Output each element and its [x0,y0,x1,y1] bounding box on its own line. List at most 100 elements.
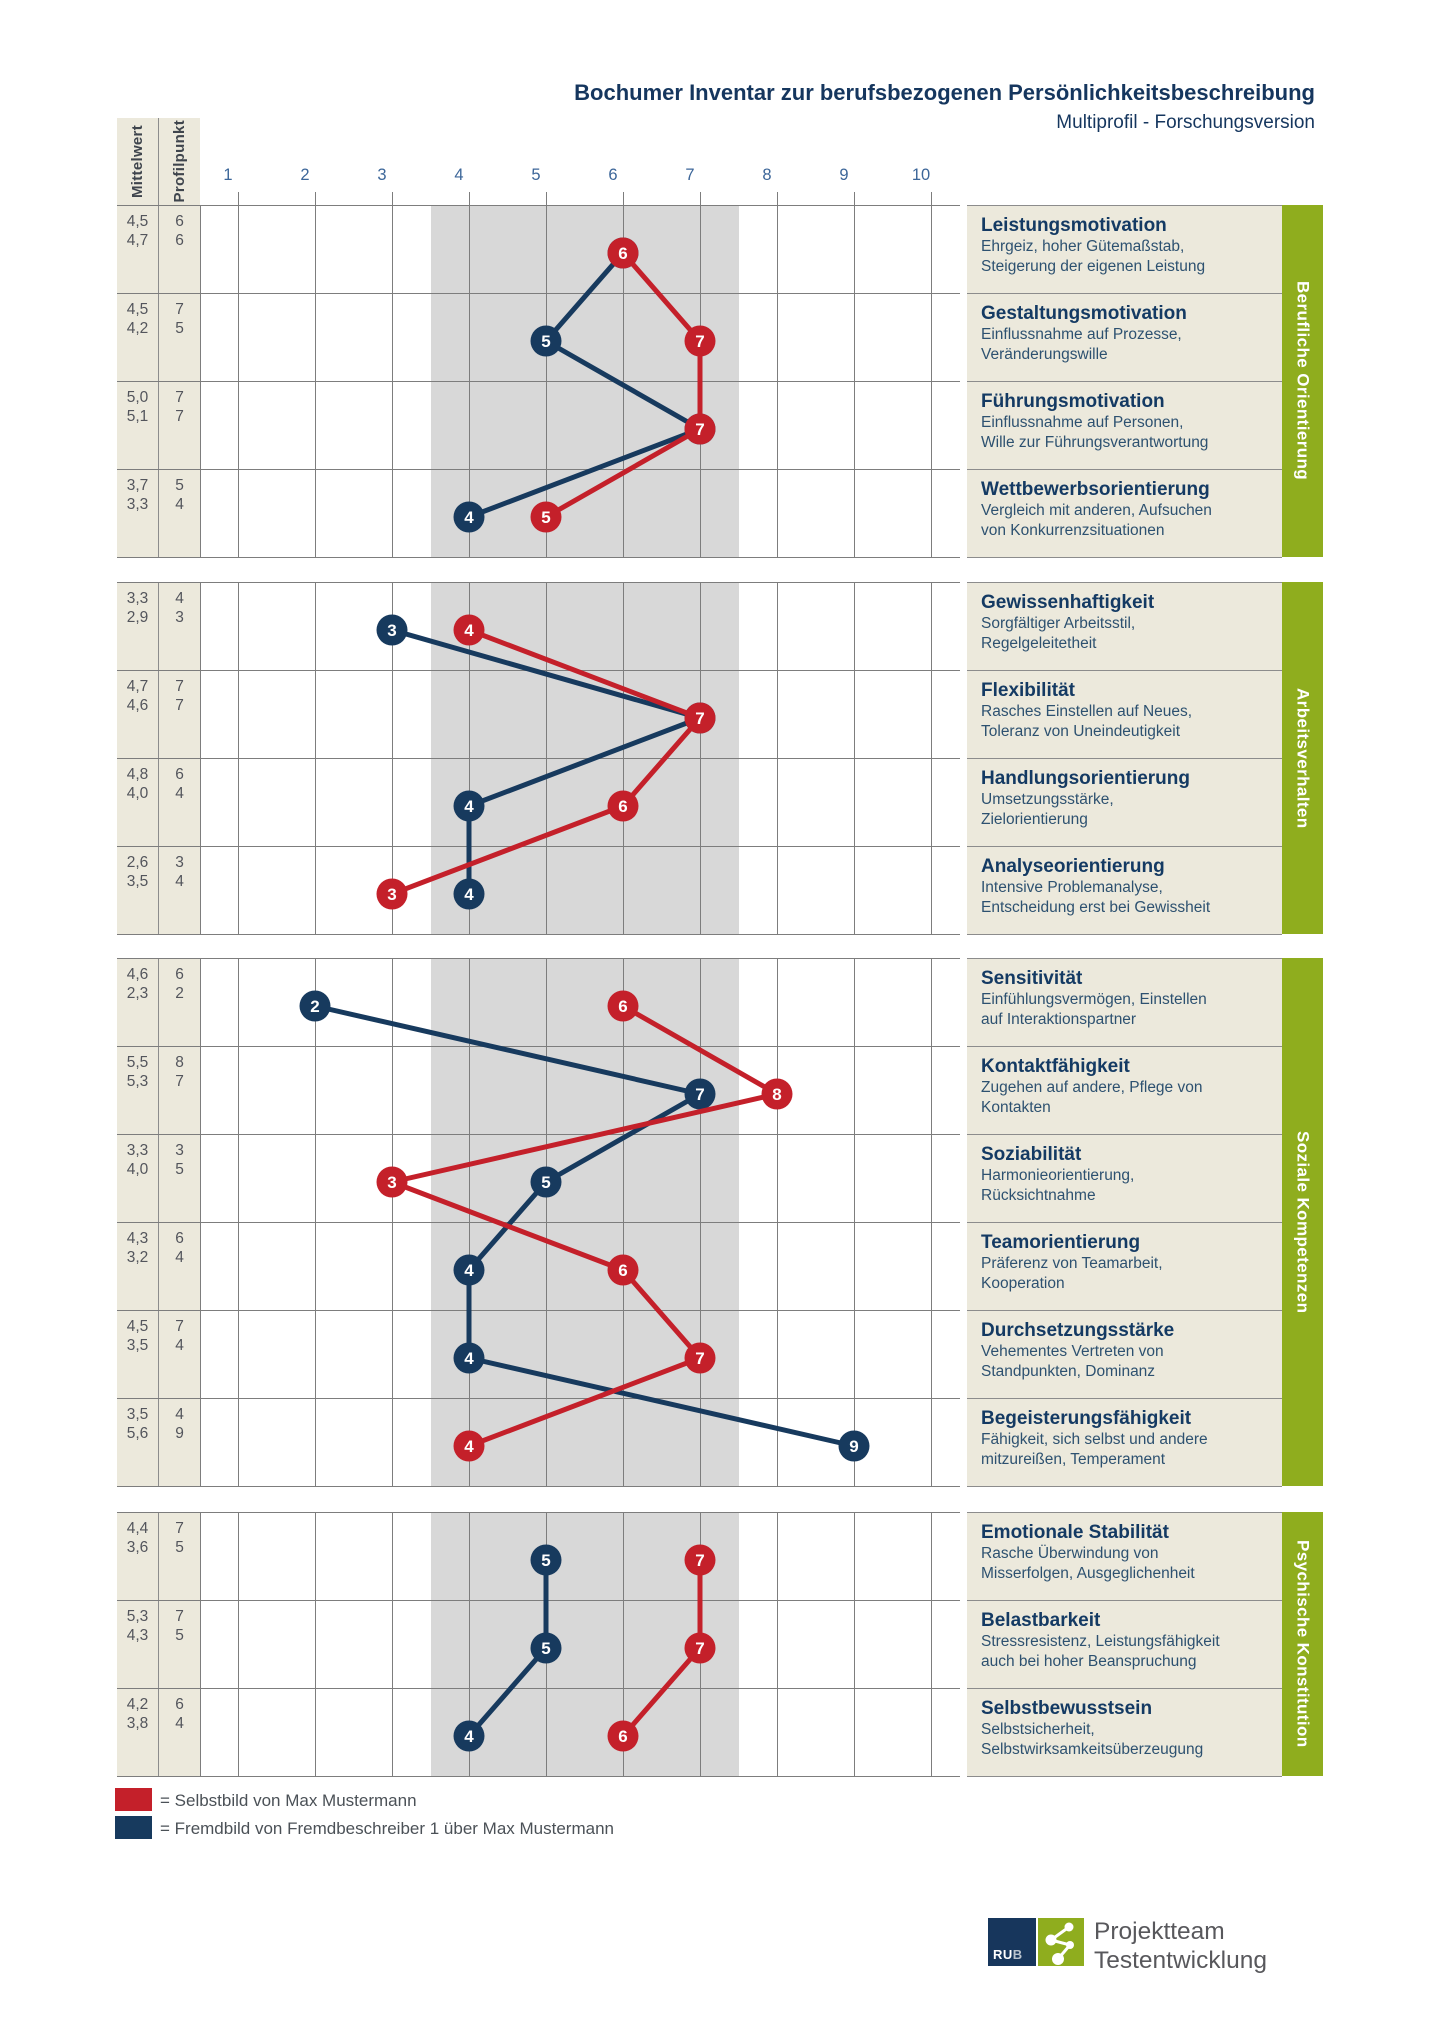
grid-line-vertical [469,1512,470,1776]
profile-group: Berufliche Orientierung 4,5 4,7 6 6 Leistungs… [0,205,1440,558]
scale-row-title: Selbstbewusstsein [981,1698,1153,1719]
label-panel-line [967,1398,1282,1399]
mittelwert-selbstbild: 5,0 [126,389,149,406]
profilpunkt-selbstbild: 7 [175,1608,184,1625]
label-panel-line [967,1776,1282,1777]
mittelwert-values: 3,3 2,9 [117,589,158,627]
group-band: Psychische Konstitution [1282,1512,1323,1776]
profilpunkt-fremdbild: 5 [175,1539,184,1556]
mittelwert-fremdbild: 3,5 [126,1337,149,1354]
mittelwert-values: 4,3 3,2 [117,1229,158,1267]
column-header-divider [158,118,159,205]
profilpunkt-selbstbild: 4 [175,590,184,607]
scale-row-description: Ehrgeiz, hoher Gütemaßstab, [981,238,1185,255]
profile-dot-selbst [761,1078,793,1110]
profile-dot-value: 5 [541,1551,550,1570]
profile-dot-selbst [684,413,716,445]
profile-dot-value: 5 [541,1173,550,1192]
value-columns-divider [158,1512,159,1776]
mittelwert-selbstbild: 4,5 [126,301,149,318]
mittelwert-selbstbild: 5,5 [126,1054,149,1071]
profile-dot-fremd [530,1166,562,1198]
scale-row-description: Umsetzungsstärke, [981,791,1114,808]
profile-dot-value: 2 [310,997,319,1016]
profile-dot-selbst [607,990,639,1022]
mittelwert-selbstbild: 3,3 [126,1142,149,1159]
mittelwert-values: 4,5 3,5 [117,1317,158,1355]
scale-row-label: Leistungsmotivation Ehrgeiz, hoher Gütema… [981,214,1272,277]
profile-dot-fremd [530,1632,562,1664]
grid-line-vertical [392,1512,393,1776]
scale-row-description: Einflussnahme auf Prozesse, [981,326,1182,343]
grid-line-horizontal [117,1486,960,1487]
mittelwert-fremdbild: 4,3 [126,1627,149,1644]
profile-dot-value: 8 [772,1085,781,1104]
profile-dot-value: 6 [618,997,627,1016]
label-panel-line [967,958,1282,959]
group-band-label: Arbeitsverhalten [1293,687,1313,829]
profilpunkt-selbstbild: 6 [175,1696,184,1713]
label-panel-line [967,1310,1282,1311]
axis-number: 5 [531,166,541,184]
scale-row-description: Fähigkeit, sich selbst und andere [981,1431,1208,1448]
scale-row-label: Führungsmotivation Einflussnahme auf Pers… [981,390,1272,453]
scale-row-description: Einflussnahme auf Personen, [981,414,1184,431]
scale-row-description: Wille zur Führungsverantwortung [981,434,1209,451]
scale-row-description: Steigerung der eigenen Leistung [981,258,1206,275]
profile-dot-value: 6 [618,244,627,263]
profile-dot-selbst [684,1342,716,1374]
grid-line-horizontal [117,1134,960,1135]
group-band: Berufliche Orientierung [1282,205,1323,557]
mittelwert-fremdbild: 5,3 [126,1073,149,1090]
mittelwert-selbstbild: 4,4 [126,1520,149,1537]
profile-dot-value: 4 [464,885,474,904]
grid-line-horizontal [117,582,960,583]
mittelwert-values: 2,6 3,5 [117,853,158,891]
grid-line-horizontal [117,381,960,382]
group-band: Soziale Kompetenzen [1282,958,1323,1486]
column-header-mittelwert: Mittelwert [117,118,158,205]
profilpunkt-fremdbild: 4 [175,1337,184,1354]
scale-row-label: Kontaktfähigkeit Zugehen auf andere, Pfle… [981,1055,1272,1118]
mittelwert-selbstbild: 4,5 [126,1318,149,1335]
profile-dot-fremd [453,501,485,533]
profilpunkt-fremdbild: 4 [175,1715,184,1732]
profilpunkt-selbstbild: 7 [175,301,184,318]
profile-dot-value: 7 [695,1085,704,1104]
profilpunkt-fremdbild: 7 [175,408,184,425]
profile-dot-value: 5 [541,508,550,527]
grid-line-vertical [777,1512,778,1776]
profilpunkt-fremdbild: 4 [175,1249,184,1266]
scale-row-title: Gestaltungsmotivation [981,303,1187,324]
profilpunkt-fremdbild: 9 [175,1425,184,1442]
scale-row-description: Toleranz von Uneindeutigkeit [981,723,1181,740]
scale-row-description: Kooperation [981,1275,1065,1292]
scale-row-description: Stressresistenz, Leistungsfähigkeit [981,1633,1220,1650]
profilpunkt-selbstbild: 7 [175,1520,184,1537]
page-subtitle: Multiprofil - Forschungsversion [1056,112,1315,133]
axis-tick [623,192,624,205]
profile-line-selbst [389,627,703,897]
group-band-label: Soziale Kompetenzen [1293,1130,1313,1314]
profile-dot-value: 7 [695,709,704,728]
scale-row-label: Emotionale Stabilität Rasche Überwindung … [981,1521,1272,1584]
grid-line-horizontal [117,846,960,847]
profilpunkt-fremdbild: 4 [175,496,184,513]
profile-dot-selbst [684,1632,716,1664]
mittelwert-selbstbild: 4,5 [126,213,149,230]
mittelwert-selbstbild: 3,5 [126,1406,149,1423]
scale-row-description: auf Interaktionspartner [981,1011,1137,1028]
group-band: Arbeitsverhalten [1282,582,1323,934]
axis-number: 3 [377,166,387,184]
profile-group: Arbeitsverhalten 3,3 2,9 4 3 Gewissenhaftigke… [0,582,1440,935]
label-panel-line [967,1134,1282,1135]
mittelwert-fremdbild: 3,2 [126,1249,149,1266]
